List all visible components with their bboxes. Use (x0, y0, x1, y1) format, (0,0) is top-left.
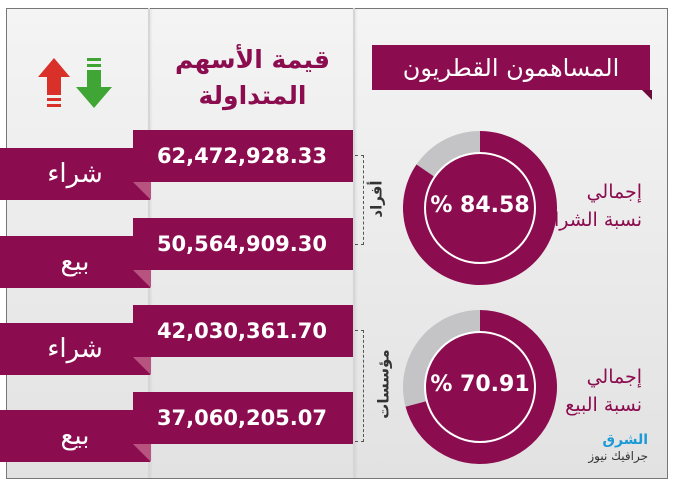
value-bar: 42,030,361.70 (133, 305, 353, 357)
type-label: شراء (0, 148, 150, 200)
donut-segment-rest (416, 131, 480, 178)
donut-label: إجمالي نسبة الشراء (545, 178, 642, 234)
logo: الشرق جرافيك نيوز (588, 432, 648, 464)
title-fold (642, 90, 652, 100)
type-label: بيع (0, 236, 150, 288)
label-line: إجمالي (586, 181, 642, 203)
group-bracket (355, 155, 364, 245)
donut-center (424, 331, 536, 443)
type-label: شراء (0, 323, 150, 375)
value-bar: 62,472,928.33 (133, 130, 353, 182)
label-line: إجمالي (586, 366, 642, 388)
donut-center (424, 152, 536, 264)
up-down-arrows-icon (38, 58, 112, 108)
down-arrow-icon (76, 58, 112, 108)
group-bracket (355, 330, 364, 442)
donut-value: % 84.58 (430, 193, 530, 218)
page-title: المساهمون القطريون (372, 45, 650, 90)
donut-segment-rest (403, 310, 480, 407)
label-line: نسبة البيع (565, 394, 642, 416)
fold (133, 357, 151, 375)
value-bar: 37,060,205.07 (133, 392, 353, 444)
type-label: بيع (0, 410, 150, 462)
value-bar: 50,564,909.30 (133, 218, 353, 270)
logo-sub: جرافيك نيوز (588, 449, 648, 463)
donut-value: % 70.91 (430, 372, 530, 397)
donut-label: إجمالي نسبة البيع (565, 363, 642, 419)
label-line: نسبة الشراء (545, 209, 642, 231)
fold (133, 182, 151, 200)
column-header: قيمة الأسهم المتداولة (174, 45, 331, 110)
divider (353, 8, 355, 478)
logo-brand: الشرق (602, 432, 648, 448)
fold (133, 444, 151, 462)
up-arrow-icon (38, 58, 70, 107)
fold (133, 270, 151, 288)
